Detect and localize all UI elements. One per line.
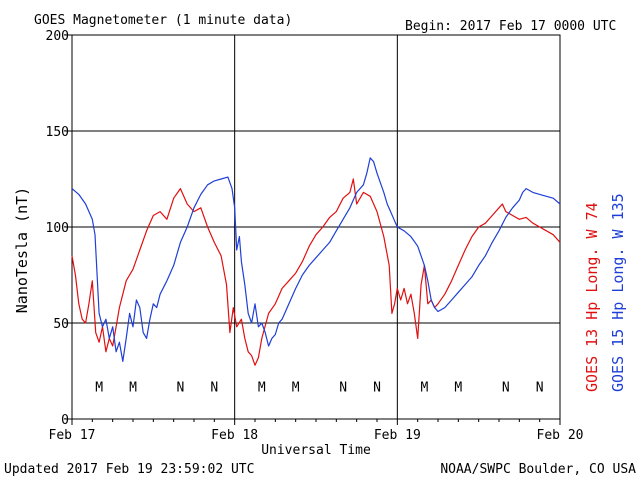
noon-marker: N	[373, 380, 381, 395]
y-tick-label: 150	[46, 125, 69, 140]
y-tick-label: 200	[46, 29, 69, 44]
midnight-marker: M	[129, 380, 137, 395]
y-tick-label: 100	[46, 221, 69, 236]
noon-marker: N	[210, 380, 218, 395]
noon-marker: N	[339, 380, 347, 395]
legend-goes13: GOES 13 Hp Long. W 74	[583, 202, 601, 392]
x-tick-label: Feb 18	[211, 428, 258, 443]
midnight-marker: M	[454, 380, 462, 395]
y-tick-label: 50	[53, 317, 69, 332]
y-axis-ticks: 0 50 100 150 200	[46, 29, 72, 428]
x-tick-label: Feb 17	[49, 428, 96, 443]
x-tick-label: Feb 19	[374, 428, 421, 443]
y-tick-label: 0	[61, 413, 69, 428]
legend-goes15: GOES 15 Hp Long. W 135	[609, 193, 627, 392]
credit: NOAA/SWPC Boulder, CO USA	[440, 462, 636, 477]
midnight-marker: M	[421, 380, 429, 395]
midnight-marker: M	[258, 380, 266, 395]
updated-time: Updated 2017 Feb 19 23:59:02 UTC	[4, 462, 254, 477]
midnight-marker: M	[95, 380, 103, 395]
series-lines	[71, 157, 561, 366]
plot-grid	[72, 35, 560, 419]
begin-time: Begin: 2017 Feb 17 0000 UTC	[405, 19, 616, 34]
x-axis-label: Universal Time	[261, 443, 371, 458]
x-axis-ticks: Feb 17 Feb 18 Feb 19 Feb 20	[49, 419, 584, 443]
noon-marker: N	[502, 380, 510, 395]
series-goes15-line	[71, 157, 561, 362]
chart-title: GOES Magnetometer (1 minute data)	[34, 13, 292, 28]
noon-marker: N	[536, 380, 544, 395]
x-tick-label: Feb 20	[537, 428, 584, 443]
midnight-marker: M	[292, 380, 300, 395]
series-goes13-line	[71, 178, 561, 366]
y-axis-label: NanoTesla (nT)	[13, 187, 31, 313]
noon-marker: N	[177, 380, 185, 395]
